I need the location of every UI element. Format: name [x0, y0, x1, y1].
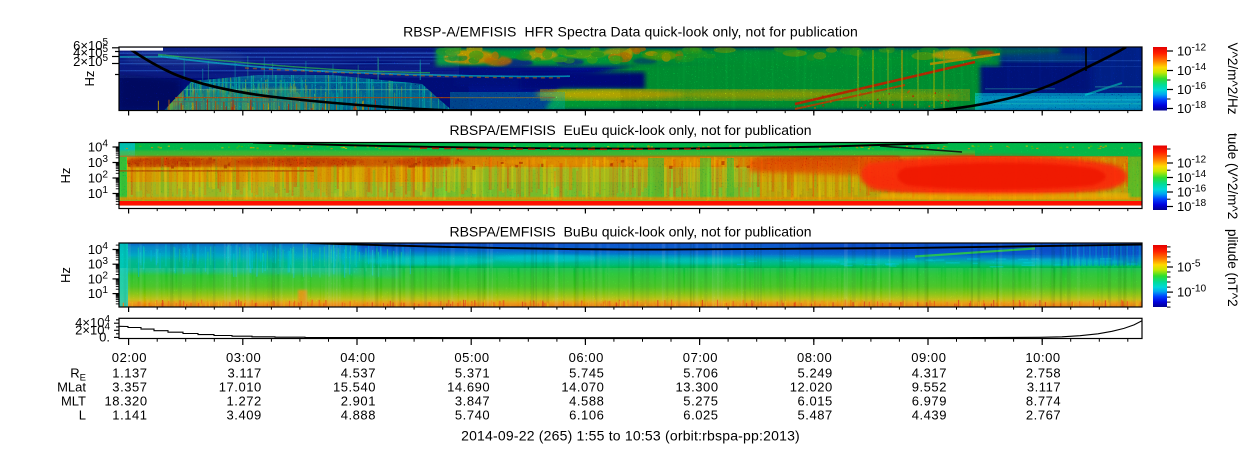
svg-text:14.690: 14.690: [447, 379, 490, 394]
svg-text:MLT: MLT: [61, 393, 86, 408]
svg-text:5.275: 5.275: [683, 393, 718, 408]
svg-text:1.137: 1.137: [112, 365, 147, 380]
svg-text:L: L: [79, 407, 86, 422]
svg-text:1.141: 1.141: [112, 407, 147, 422]
svg-text:tude (V^2/m^2: tude (V^2/m^2: [1225, 133, 1240, 219]
svg-text:3.117: 3.117: [1027, 379, 1061, 394]
svg-text:MLat: MLat: [57, 379, 86, 394]
svg-text:2.767: 2.767: [1026, 407, 1061, 422]
svg-text:03:00: 03:00: [226, 350, 261, 365]
svg-text:5.745: 5.745: [569, 365, 604, 380]
svg-text:3.409: 3.409: [227, 407, 262, 422]
svg-text:V^2/m^2/Hz: V^2/m^2/Hz: [1225, 43, 1240, 115]
svg-text:10:00: 10:00: [1025, 350, 1060, 365]
svg-text:4×105: 4×105: [73, 44, 108, 60]
svg-text:8.774: 8.774: [1026, 393, 1061, 408]
svg-text:6×105: 6×105: [73, 37, 108, 53]
svg-text:9.552: 9.552: [912, 379, 947, 394]
svg-text:RBSPA/EMFISIS EuEu quick-look: RBSPA/EMFISIS EuEu quick-look only, not …: [449, 122, 811, 138]
svg-text:4.439: 4.439: [912, 407, 947, 422]
svg-text:13.300: 13.300: [676, 379, 719, 394]
svg-text:06:00: 06:00: [569, 350, 604, 365]
svg-text:02:00: 02:00: [112, 350, 147, 365]
svg-text:17.010: 17.010: [219, 379, 262, 394]
svg-text:05:00: 05:00: [454, 350, 489, 365]
svg-text:04:00: 04:00: [340, 350, 375, 365]
svg-text:18.320: 18.320: [105, 393, 148, 408]
svg-text:2014-09-22 (265) 1:55 to 10:53: 2014-09-22 (265) 1:55 to 10:53 (orbit:rb…: [461, 428, 800, 444]
svg-text:Hz: Hz: [58, 267, 73, 283]
svg-text:Hz: Hz: [58, 168, 73, 184]
svg-text:5.371: 5.371: [455, 365, 490, 380]
svg-text:3.117: 3.117: [227, 365, 261, 380]
svg-text:5.706: 5.706: [683, 365, 718, 380]
svg-text:6.025: 6.025: [683, 407, 718, 422]
svg-text:2.901: 2.901: [341, 393, 376, 408]
svg-text:08:00: 08:00: [797, 350, 832, 365]
svg-text:15.540: 15.540: [333, 379, 376, 394]
svg-text:14.070: 14.070: [561, 379, 604, 394]
svg-text:4.317: 4.317: [912, 365, 947, 380]
svg-text:6.106: 6.106: [569, 407, 604, 422]
svg-text:Hz: Hz: [82, 71, 97, 87]
svg-text:4.537: 4.537: [341, 365, 376, 380]
svg-text:09:00: 09:00: [911, 350, 946, 365]
svg-text:5.249: 5.249: [798, 365, 833, 380]
svg-text:4.588: 4.588: [569, 393, 604, 408]
svg-text:4×104: 4×104: [75, 314, 110, 330]
svg-text:5.487: 5.487: [798, 407, 833, 422]
svg-text:0.: 0.: [99, 329, 110, 344]
svg-text:1.272: 1.272: [227, 393, 262, 408]
svg-text:4.888: 4.888: [341, 407, 376, 422]
svg-text:12.020: 12.020: [790, 379, 833, 394]
svg-text:5.740: 5.740: [455, 407, 490, 422]
svg-text:07:00: 07:00: [683, 350, 718, 365]
svg-text:6.979: 6.979: [912, 393, 947, 408]
svg-text:3.847: 3.847: [455, 393, 490, 408]
svg-text:2.758: 2.758: [1026, 365, 1061, 380]
svg-text:RBSPA/EMFISIS BuBu quick-look: RBSPA/EMFISIS BuBu quick-look only, not …: [449, 224, 811, 240]
svg-text:6.015: 6.015: [798, 393, 833, 408]
svg-text:3.357: 3.357: [112, 379, 147, 394]
svg-text:2×105: 2×105: [73, 53, 108, 69]
svg-text:2×104: 2×104: [75, 321, 110, 337]
svg-text:RBSP-A/EMFISIS HFR Spectra Da: RBSP-A/EMFISIS HFR Spectra Data quick-lo…: [403, 24, 858, 40]
svg-text:plitude (nT^2: plitude (nT^2: [1225, 229, 1240, 307]
